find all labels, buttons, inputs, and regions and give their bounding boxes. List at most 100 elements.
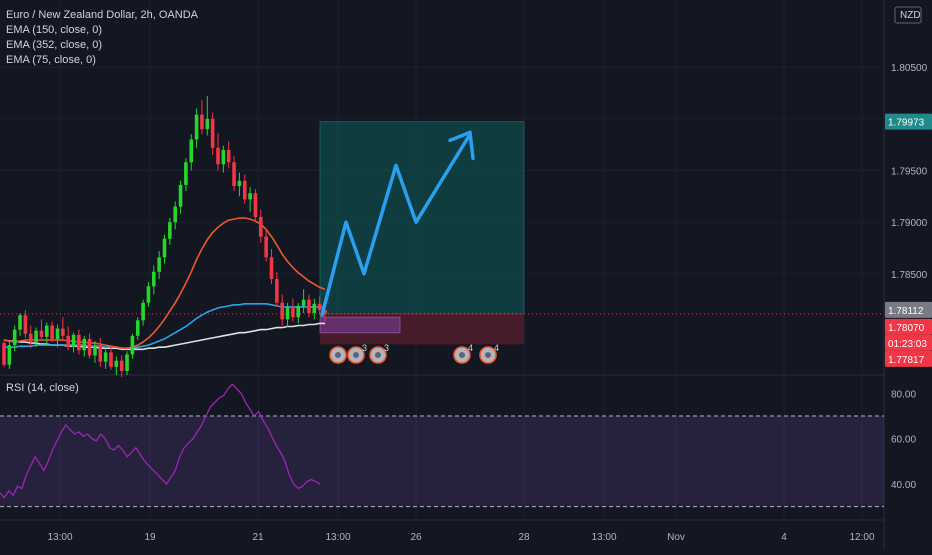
event-markers[interactable]: 3 3 4 4 [329, 343, 499, 364]
stop-price-badge: 1.77817 [885, 350, 932, 367]
time-tick: Nov [667, 532, 685, 543]
candle-body [242, 180, 247, 200]
candle-body [152, 271, 156, 287]
rsi-title[interactable]: RSI (14, close) [6, 382, 79, 394]
candle-body [157, 257, 161, 272]
candle [114, 356, 119, 376]
ema-150-label[interactable]: EMA (150, close, 0) [6, 24, 102, 36]
candle-body [141, 302, 145, 321]
forecast-path [320, 132, 472, 317]
candle-body [184, 162, 188, 185]
candle [93, 341, 97, 363]
time-tick: 26 [410, 532, 422, 543]
candle-body [109, 352, 113, 367]
legend: Euro / New Zealand Dollar, 2h, OANDA EMA… [6, 8, 198, 68]
candle [189, 134, 194, 171]
candle-body [2, 343, 6, 365]
last-price-badge-bg [885, 301, 932, 318]
candle [264, 228, 268, 262]
candle [253, 189, 258, 223]
candle [152, 265, 156, 295]
candle-body [71, 334, 76, 348]
candle-body [248, 193, 252, 200]
candle [109, 346, 113, 370]
candle-body [296, 305, 301, 318]
candle [135, 317, 140, 340]
candle [291, 298, 295, 322]
candle [55, 324, 60, 348]
time-tick: 13:00 [47, 532, 72, 543]
candle [200, 100, 204, 135]
time-tick: 4 [781, 532, 787, 543]
candle [39, 319, 44, 340]
candle-body [66, 335, 70, 348]
event-count: 3 [384, 343, 389, 353]
candle [82, 335, 87, 357]
candle [280, 294, 284, 326]
price-axis[interactable]: NZD1.805001.800001.795001.790001.785001.… [885, 0, 932, 550]
countdown-badge: 01:23:03 [885, 334, 932, 351]
candle-body [18, 315, 22, 330]
candle-body [34, 330, 38, 343]
price-tick: 1.79000 [891, 218, 928, 229]
news-icon-core [459, 352, 465, 358]
ema-352-label[interactable]: EMA (352, close, 0) [6, 39, 102, 51]
candle-body [194, 114, 199, 140]
candle-body [189, 139, 194, 163]
candle-body [210, 118, 215, 148]
candle [12, 325, 17, 352]
candle [98, 337, 103, 367]
candle [162, 234, 167, 264]
event-marker: 4 [453, 343, 473, 364]
candle-body [269, 257, 274, 279]
symbol-title[interactable]: Euro / New Zealand Dollar, 2h, OANDA [6, 9, 198, 21]
price-tick: 1.80500 [891, 63, 928, 74]
candle [242, 174, 247, 204]
candle-body [232, 162, 236, 186]
news-icon-core [375, 352, 381, 358]
rsi-band [0, 416, 884, 507]
candle [296, 302, 301, 324]
candle [216, 133, 220, 171]
current-price-badge-text: 1.78070 [888, 323, 925, 334]
event-marker: 4 [479, 343, 499, 364]
candle [77, 329, 81, 355]
candle [2, 339, 6, 367]
candle [259, 209, 263, 243]
ema-75-label[interactable]: EMA (75, close, 0) [6, 54, 96, 66]
candle-body [50, 325, 54, 339]
time-tick: 19 [144, 532, 156, 543]
candle-body [226, 149, 231, 163]
candle-body [7, 345, 12, 365]
candle-body [200, 114, 204, 130]
candle-body [264, 236, 268, 258]
position-zones[interactable] [0, 121, 884, 345]
candle-body [77, 334, 81, 351]
candle [23, 310, 28, 338]
rsi-line [0, 383, 321, 499]
candle-body [221, 149, 226, 165]
candle [61, 317, 65, 340]
candle [194, 108, 199, 148]
candle-body [237, 180, 242, 186]
stop-price-badge-text: 1.77817 [888, 355, 925, 366]
news-icon-core [353, 352, 359, 358]
news-icon-core [335, 352, 341, 358]
currency-box [894, 6, 922, 24]
candle-body [285, 306, 290, 320]
event-count: 4 [468, 343, 473, 353]
candle [7, 341, 12, 369]
candle-body [87, 338, 92, 356]
candle [168, 218, 172, 245]
candle [18, 313, 22, 336]
time-axis[interactable]: 13:00 19 21 13:00 26 28 13:00 Nov 4 12:00 [47, 532, 874, 543]
candle [232, 156, 236, 192]
forecast-arrow[interactable] [320, 130, 475, 317]
candle-body [259, 217, 263, 237]
candle-body [130, 335, 135, 355]
candle [205, 96, 210, 136]
current-price-badge-bg [885, 318, 932, 335]
target-price-badge: 1.79973 [885, 113, 932, 130]
candle [130, 333, 135, 359]
